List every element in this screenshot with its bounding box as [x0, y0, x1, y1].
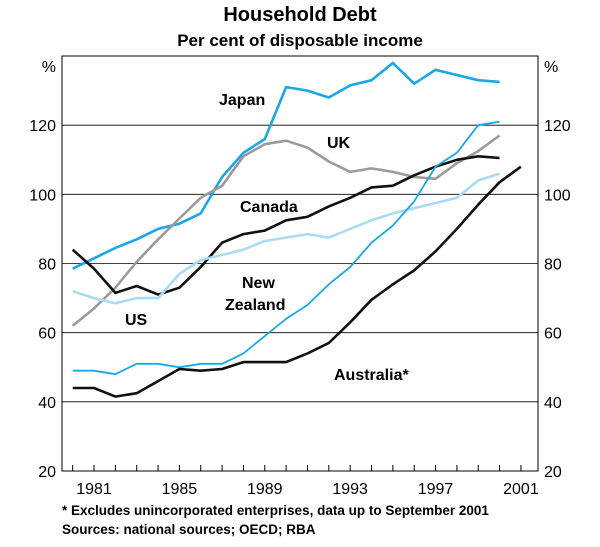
y-tick-label-right-100: 100 — [544, 187, 571, 204]
series-label-us: US — [125, 312, 148, 329]
series-line-new-zealand — [72, 120, 500, 376]
series-label-new-zealand-line2: Zealand — [225, 297, 285, 314]
series-label-australia: Australia* — [334, 367, 409, 384]
footnote-sources: Sources: national sources; OECD; RBA — [62, 522, 316, 537]
y-tick-label-left-100: 100 — [29, 187, 56, 204]
series-label-japan: Japan — [219, 92, 265, 109]
y-tick-label-left-40: 40 — [38, 395, 56, 412]
series-line-japan — [72, 61, 500, 270]
series-labels: Japan UK Canada US New Zealand Australia… — [125, 92, 409, 384]
plot-frame — [61, 55, 539, 472]
x-ticks — [72, 465, 522, 471]
x-tick-label-1985: 1985 — [162, 481, 198, 498]
chart-subtitle: Per cent of disposable income — [177, 31, 423, 50]
chart-title: Household Debt — [223, 4, 377, 26]
y-tick-label-right-120: 120 — [544, 118, 571, 135]
y-tick-label-left-80: 80 — [38, 257, 56, 274]
y-tick-label-left-20: 20 — [38, 464, 56, 481]
series-label-uk: UK — [327, 135, 351, 152]
y-tick-label-left-120: 120 — [29, 118, 56, 135]
y-tick-labels: 20 20 40 40 60 60 80 80 100 100 120 120 — [29, 118, 571, 481]
x-tick-label-1997: 1997 — [418, 481, 454, 498]
x-tick-label-1989: 1989 — [247, 481, 283, 498]
y-tick-label-right-20: 20 — [544, 464, 562, 481]
y-tick-label-right-40: 40 — [544, 395, 562, 412]
footnote-excludes: * Excludes unincorporated enterprises, d… — [62, 503, 489, 518]
x-tick-labels: 1981 1985 1989 1993 1997 2001 — [76, 481, 539, 498]
gridlines — [62, 124, 538, 403]
series-line-canada — [71, 155, 500, 296]
y-tick-label-right-80: 80 — [544, 257, 562, 274]
series-lines — [71, 61, 522, 398]
series-line-us — [72, 172, 500, 305]
x-tick-label-1993: 1993 — [332, 481, 368, 498]
y-tick-label-right-60: 60 — [544, 326, 562, 343]
y-unit-left: % — [42, 59, 56, 76]
series-line-australia — [72, 165, 522, 398]
x-tick-label-2001: 2001 — [503, 481, 539, 498]
series-label-canada: Canada — [240, 199, 298, 216]
x-tick-label-1981: 1981 — [76, 481, 112, 498]
series-label-new-zealand-line1: New — [242, 275, 275, 292]
y-tick-label-left-60: 60 — [38, 326, 56, 343]
y-unit-right: % — [544, 59, 558, 76]
